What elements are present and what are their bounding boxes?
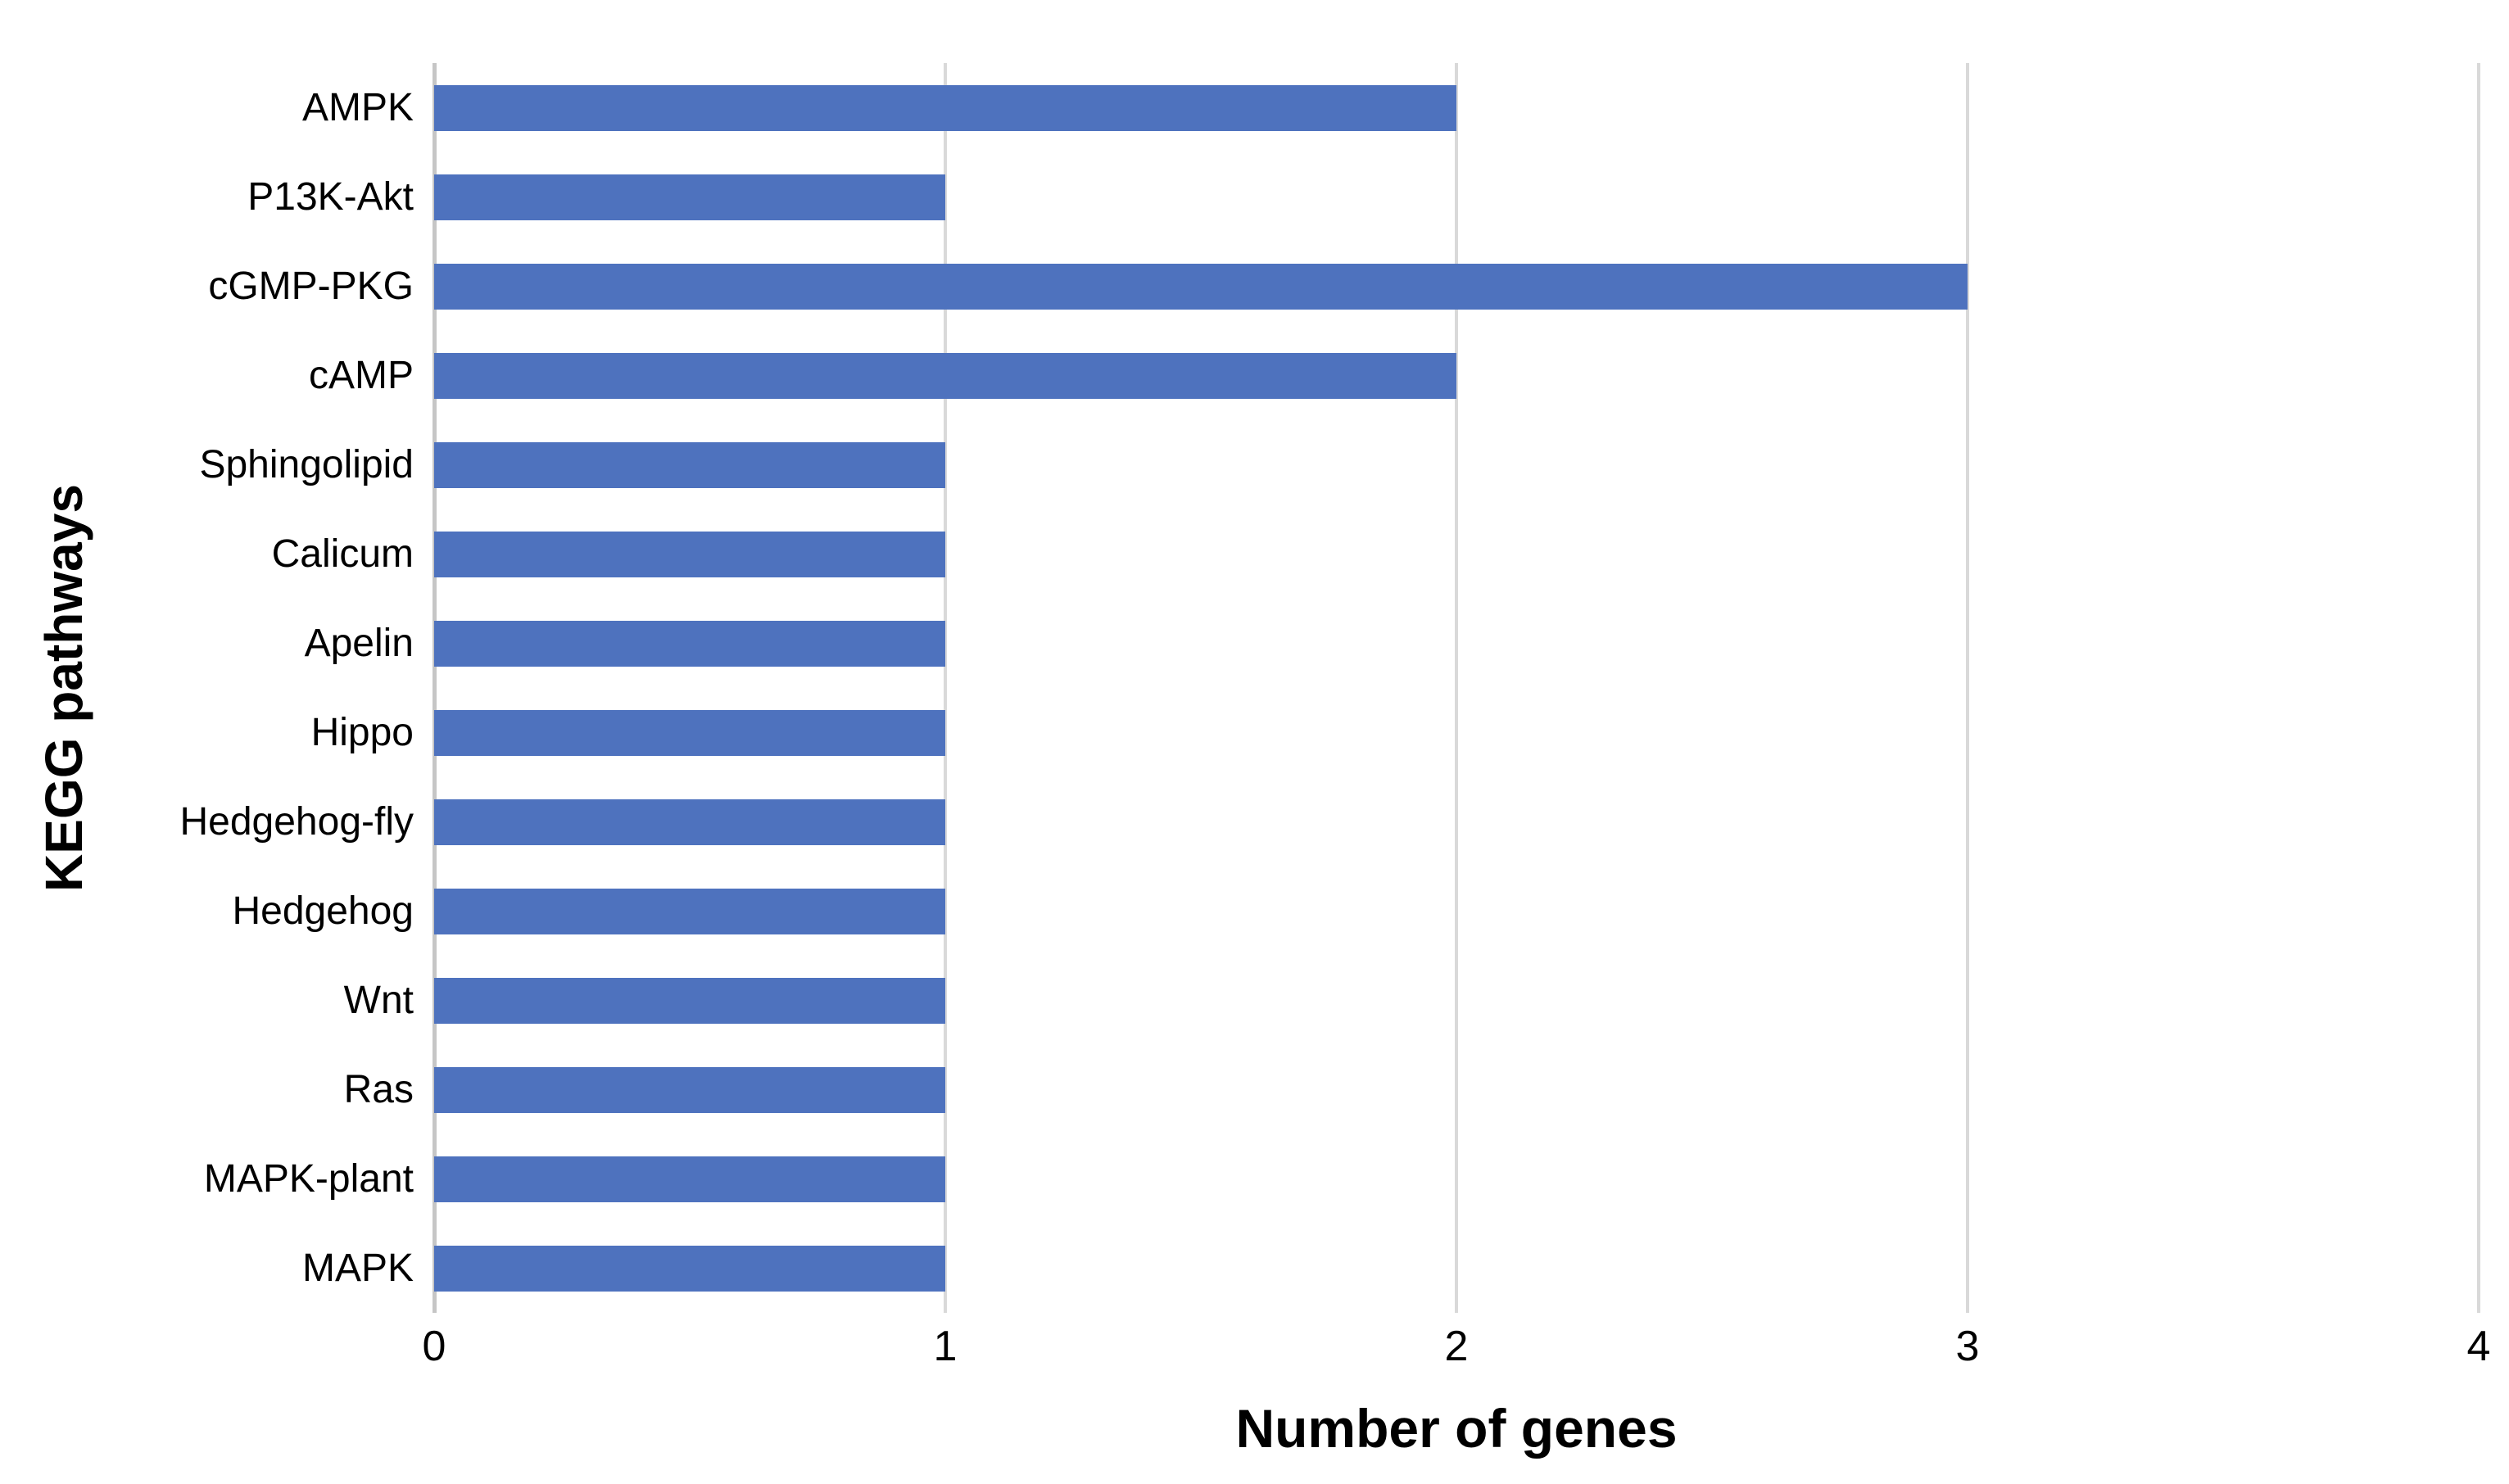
vertical-gridline (2477, 63, 2480, 1313)
bar-row (434, 1045, 2479, 1134)
bar (434, 263, 1968, 310)
category-label: MAPK (301, 1246, 414, 1290)
category-label: Apelin (304, 621, 414, 665)
bar-row (434, 242, 2479, 331)
bar (434, 1245, 945, 1292)
category-label: Hedgehog-fly (179, 799, 414, 844)
category-axis-line (433, 63, 437, 1313)
x-tick-label: 4 (2466, 1323, 2491, 1370)
bar-row (434, 599, 2479, 688)
category-label: cAMP (308, 353, 414, 397)
x-tick-label: 0 (422, 1323, 446, 1370)
category-label: AMPK (301, 85, 414, 129)
category-axis-labels: AMPK P13K-Akt cGMP-PKG cAMP Sphingolipid Cali… (0, 63, 414, 1313)
category-label: Sphingolipid (199, 442, 414, 486)
bar-row (434, 331, 2479, 420)
bar-row (434, 63, 2479, 152)
category-label: Ras (343, 1067, 414, 1111)
bar-row (434, 956, 2479, 1045)
category-label: Calicum (271, 532, 414, 576)
bar (434, 620, 945, 667)
x-axis-title: Number of genes (1235, 1398, 1678, 1459)
bar (434, 531, 945, 577)
bar (434, 1156, 945, 1202)
plot-area (433, 63, 2480, 1313)
bar-row (434, 420, 2479, 509)
bar (434, 888, 945, 934)
bar (434, 84, 1456, 131)
bar-row (434, 866, 2479, 956)
category-label: Wnt (343, 978, 414, 1022)
bar-row (434, 777, 2479, 866)
bar (434, 174, 945, 220)
bar-row (434, 1134, 2479, 1224)
vertical-gridline (1455, 63, 1458, 1313)
bar-row (434, 509, 2479, 599)
bar-row (434, 688, 2479, 777)
category-label: cGMP-PKG (208, 264, 414, 308)
bar (434, 709, 945, 756)
vertical-gridline (944, 63, 947, 1313)
bar (434, 977, 945, 1024)
bar-row (434, 1224, 2479, 1313)
bar (434, 799, 945, 845)
bar (434, 1066, 945, 1113)
category-label: P13K-Akt (247, 174, 414, 219)
x-tick-label: 3 (1955, 1323, 1980, 1370)
category-label: Hedgehog (232, 889, 414, 933)
vertical-gridline (1966, 63, 1969, 1313)
bar (434, 441, 945, 488)
bar-row (434, 152, 2479, 242)
category-label: MAPK-plant (203, 1156, 414, 1201)
bar (434, 352, 1456, 399)
x-tick-label: 1 (933, 1323, 958, 1370)
category-label: Hippo (310, 710, 414, 754)
x-tick-label: 2 (1444, 1323, 1469, 1370)
